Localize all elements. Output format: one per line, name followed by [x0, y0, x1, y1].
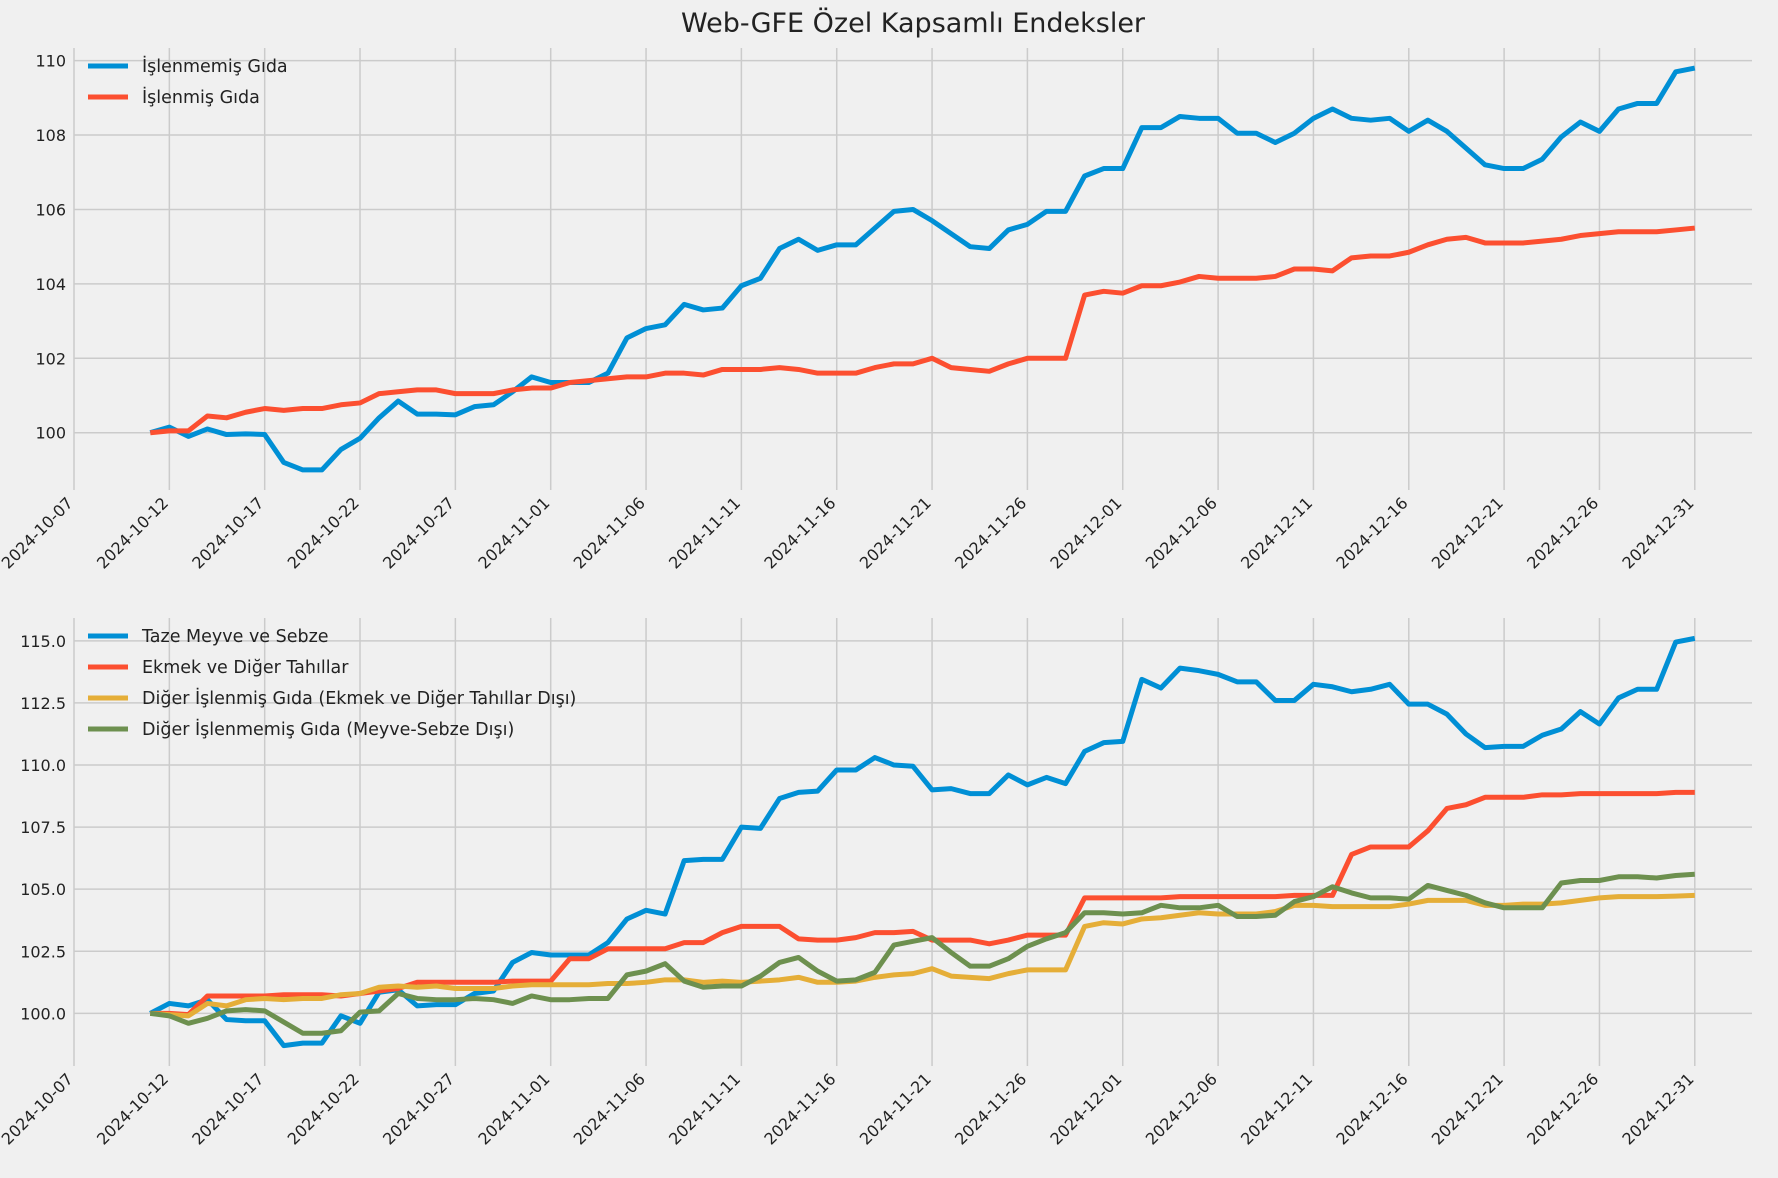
legend: Taze Meyve ve Sebze Ekmek ve Diğer Tahıll… [88, 627, 576, 740]
x-tick-label: 2024-12-06 [1142, 493, 1221, 572]
y-tick-label: 106 [35, 200, 66, 219]
x-tick-label: 2024-12-16 [1332, 1069, 1411, 1148]
x-tick-label: 2024-10-17 [188, 493, 267, 572]
y-tick-label: 110.0 [20, 756, 66, 775]
legend: İşlenmemiş Gıda İşlenmiş Gıda [88, 56, 288, 108]
x-tick-label: 2024-11-11 [665, 493, 744, 572]
legend-label: Diğer İşlenmiş Gıda (Ekmek ve Diğer Tahı… [142, 688, 576, 709]
x-tick-label: 2024-12-11 [1237, 1069, 1316, 1148]
x-tick-label: 2024-10-12 [93, 1069, 172, 1148]
x-tick-label: 2024-10-12 [93, 493, 172, 572]
series-line [150, 225, 1696, 436]
legend-label: Diğer İşlenmemiş Gıda (Meyve-Sebze Dışı) [142, 719, 514, 740]
x-tick-label: 2024-10-22 [284, 493, 363, 572]
x-tick-label: 2024-12-21 [1428, 1069, 1507, 1148]
y-tick-label: 112.5 [20, 694, 66, 713]
x-tick-label: 2024-12-31 [1618, 493, 1697, 572]
y-tick-label: 102.5 [20, 942, 66, 961]
legend-label: Taze Meyve ve Sebze [141, 627, 329, 647]
x-tick-label: 2024-11-06 [570, 493, 649, 572]
x-tick-label: 2024-10-27 [379, 1069, 458, 1148]
x-tick-label: 2024-10-22 [284, 1069, 363, 1148]
chart-title: Web-GFE Özel Kapsamlı Endeksler [681, 7, 1146, 39]
x-tick-label: 2024-12-31 [1618, 1069, 1697, 1148]
x-tick-label: 2024-11-21 [856, 1069, 935, 1148]
x-tick-label: 2024-12-01 [1046, 1069, 1125, 1148]
y-tick-label: 107.5 [20, 818, 66, 837]
x-tick-label: 2024-11-26 [951, 493, 1030, 572]
y-tick-label: 108 [35, 126, 66, 145]
series-line [149, 871, 1695, 1036]
x-tick-label: 2024-11-21 [856, 493, 935, 572]
x-tick-label: 2024-11-11 [665, 1069, 744, 1148]
y-tick-label: 104 [35, 275, 66, 294]
x-tick-label: 2024-12-06 [1142, 1069, 1221, 1148]
x-tick-label: 2024-11-16 [760, 1069, 839, 1148]
x-tick-label: 2024-10-07 [0, 493, 77, 572]
y-tick-label: 100.0 [20, 1004, 66, 1023]
x-tick-label: 2024-11-06 [570, 1069, 649, 1148]
x-tick-label: 2024-11-01 [474, 493, 553, 572]
legend-label: İşlenmemiş Gıda [142, 56, 288, 77]
x-tick-label: 2024-11-16 [760, 493, 839, 572]
x-tick-label: 2024-12-01 [1046, 493, 1125, 572]
x-tick-label: 2024-11-26 [951, 1069, 1030, 1148]
legend-label: İşlenmiş Gıda [142, 87, 260, 108]
x-tick-label: 2024-12-26 [1523, 1069, 1602, 1148]
series-line [150, 789, 1695, 1018]
x-tick-label: 2024-12-26 [1523, 493, 1602, 572]
x-tick-label: 2024-10-07 [0, 1069, 77, 1148]
x-tick-label: 2024-12-11 [1237, 493, 1316, 572]
y-tick-label: 105.0 [20, 880, 66, 899]
series-line [150, 892, 1695, 1019]
y-tick-label: 115.0 [20, 632, 66, 651]
x-tick-label: 2024-12-16 [1332, 493, 1411, 572]
x-tick-label: 2024-10-27 [379, 493, 458, 572]
x-tick-label: 2024-11-01 [474, 1069, 553, 1148]
x-tick-label: 2024-10-17 [188, 1069, 267, 1148]
y-tick-label: 100 [35, 424, 66, 443]
series-line [149, 65, 1696, 473]
y-tick-label: 110 [35, 52, 66, 71]
x-tick-label: 2024-12-21 [1428, 493, 1507, 572]
y-tick-label: 102 [35, 349, 66, 368]
legend-label: Ekmek ve Diğer Tahıllar [142, 658, 349, 678]
